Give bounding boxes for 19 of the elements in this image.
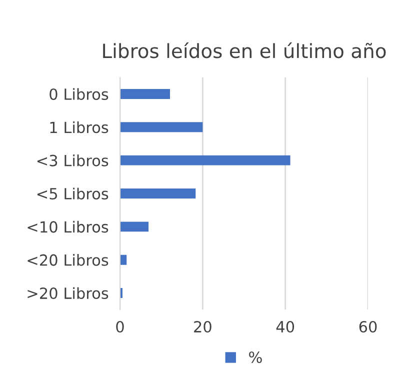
y-tick-label: <3 Libros <box>37 154 108 166</box>
bar <box>120 188 196 198</box>
bar <box>120 122 203 132</box>
x-tick-label: 40 <box>276 320 294 333</box>
y-tick-label: <10 Libros <box>28 220 108 233</box>
x-tick-label: 0 <box>116 320 124 333</box>
bar <box>120 155 290 166</box>
x-tick-label: 20 <box>194 320 212 333</box>
x-tick-label: 60 <box>359 320 377 333</box>
y-tick-label: <20 Libros <box>28 254 108 266</box>
bar <box>120 254 127 265</box>
y-tick-label: 0 Libros <box>50 88 108 100</box>
bar <box>120 89 170 99</box>
chart-title: Libros leídos en el último año <box>103 42 386 58</box>
y-tick-label: >20 Libros <box>28 287 108 300</box>
legend-label: % <box>249 351 262 364</box>
bar <box>120 222 149 232</box>
y-tick-label: <5 Libros <box>37 188 108 200</box>
y-tick-label: 1 Libros <box>50 121 108 134</box>
